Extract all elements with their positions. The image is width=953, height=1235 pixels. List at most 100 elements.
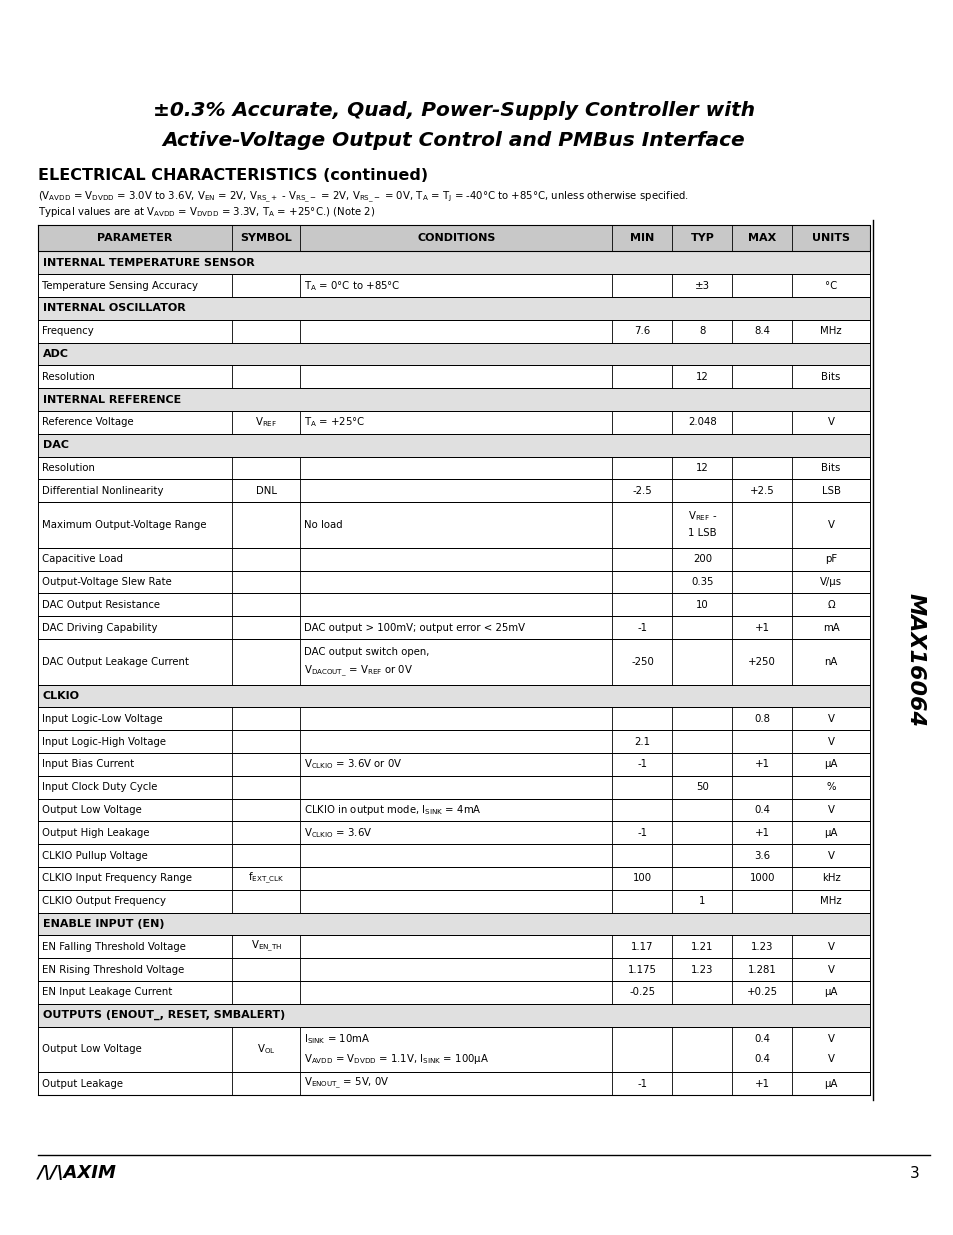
Bar (38, 342, 869, 366)
Bar (38, 638, 869, 684)
Bar (38, 1072, 869, 1095)
Bar (38, 753, 869, 776)
Text: $\mathrm{T_A}$ = 0°C to +85°C: $\mathrm{T_A}$ = 0°C to +85°C (304, 279, 400, 293)
Text: Input Bias Current: Input Bias Current (42, 760, 134, 769)
Text: V: V (827, 805, 834, 815)
Text: Resolution: Resolution (42, 463, 94, 473)
Text: -2.5: -2.5 (632, 485, 652, 495)
Bar (38, 935, 869, 958)
Text: %: % (825, 782, 835, 792)
Text: -1: -1 (637, 622, 647, 632)
Text: Ω: Ω (826, 600, 834, 610)
Text: 100: 100 (632, 873, 651, 883)
Bar (38, 388, 869, 411)
Text: 3: 3 (909, 1166, 919, 1181)
Text: +2.5: +2.5 (749, 485, 774, 495)
Text: V: V (827, 736, 834, 747)
Text: Input Logic-High Voltage: Input Logic-High Voltage (42, 736, 166, 747)
Text: Output Low Voltage: Output Low Voltage (42, 805, 142, 815)
Text: Active-Voltage Output Control and PMBus Interface: Active-Voltage Output Control and PMBus … (163, 131, 744, 149)
Text: MHz: MHz (820, 326, 841, 336)
Text: 0.35: 0.35 (690, 577, 713, 587)
Text: 1.175: 1.175 (627, 965, 657, 974)
Bar (38, 958, 869, 981)
Text: Input Clock Duty Cycle: Input Clock Duty Cycle (42, 782, 157, 792)
Text: 1: 1 (699, 897, 705, 906)
Text: MHz: MHz (820, 897, 841, 906)
Bar (38, 799, 869, 821)
Text: PARAMETER: PARAMETER (97, 233, 172, 243)
Text: /\/\AXIM: /\/\AXIM (38, 1165, 117, 1182)
Bar (38, 411, 869, 433)
Bar (38, 296, 869, 320)
Text: ±0.3% Accurate, Quad, Power-Supply Controller with: ±0.3% Accurate, Quad, Power-Supply Contr… (152, 100, 754, 120)
Text: $\mathrm{V_{DACOUT\_}}$ = $\mathrm{V_{REF}}$ or 0V: $\mathrm{V_{DACOUT\_}}$ = $\mathrm{V_{RE… (304, 664, 413, 679)
Text: 50: 50 (695, 782, 708, 792)
Text: V: V (827, 417, 834, 427)
Text: μA: μA (823, 1078, 837, 1088)
Text: ±3: ±3 (694, 280, 709, 290)
Text: MAX: MAX (747, 233, 776, 243)
Text: 8: 8 (699, 326, 705, 336)
Text: 0.4: 0.4 (754, 1055, 769, 1065)
Text: Resolution: Resolution (42, 372, 94, 382)
Text: 1.281: 1.281 (747, 965, 776, 974)
Text: Typical values are at V$_{\rm AVDD}$ = V$_{\rm DVDD}$ = 3.3V, T$_{\rm A}$ = +25°: Typical values are at V$_{\rm AVDD}$ = V… (38, 205, 375, 219)
Text: Bits: Bits (821, 372, 840, 382)
Text: CLKIO in output mode, $\mathrm{I_{SINK}}$ = 4mA: CLKIO in output mode, $\mathrm{I_{SINK}}… (304, 803, 481, 818)
Text: -1: -1 (637, 827, 647, 837)
Bar (38, 320, 869, 342)
Text: DAC Output Resistance: DAC Output Resistance (42, 600, 160, 610)
Text: nA: nA (823, 657, 837, 667)
Bar (38, 981, 869, 1004)
Bar (38, 503, 869, 548)
Text: 1.21: 1.21 (690, 942, 713, 952)
Text: CLKIO Output Frequency: CLKIO Output Frequency (42, 897, 166, 906)
Text: Differential Nonlinearity: Differential Nonlinearity (42, 485, 163, 495)
Bar (38, 479, 869, 503)
Text: ELECTRICAL CHARACTERISTICS (continued): ELECTRICAL CHARACTERISTICS (continued) (38, 168, 428, 183)
Text: V: V (827, 942, 834, 952)
Text: V: V (827, 851, 834, 861)
Text: Capacitive Load: Capacitive Load (42, 555, 123, 564)
Bar (38, 274, 869, 296)
Bar (38, 821, 869, 845)
Text: ENABLE INPUT (EN): ENABLE INPUT (EN) (43, 919, 164, 929)
Text: kHz: kHz (821, 873, 840, 883)
Bar (38, 1026, 869, 1072)
Bar (38, 366, 869, 388)
Text: $\mathrm{V_{ENOUT\_}}$ = 5V, 0V: $\mathrm{V_{ENOUT\_}}$ = 5V, 0V (304, 1076, 390, 1092)
Text: DNL: DNL (255, 485, 276, 495)
Text: $\mathrm{V_{REF}}$: $\mathrm{V_{REF}}$ (255, 415, 277, 430)
Text: 12: 12 (696, 372, 708, 382)
Text: μA: μA (823, 988, 837, 998)
Text: EN Falling Threshold Voltage: EN Falling Threshold Voltage (42, 942, 186, 952)
Text: Output Low Voltage: Output Low Voltage (42, 1045, 142, 1055)
Text: 0.8: 0.8 (754, 714, 769, 724)
Text: MIN: MIN (630, 233, 654, 243)
Bar (38, 684, 869, 708)
Text: 200: 200 (692, 555, 711, 564)
Bar (38, 548, 869, 571)
Text: 1.23: 1.23 (750, 942, 773, 952)
Text: +1: +1 (754, 760, 769, 769)
Text: V: V (827, 965, 834, 974)
Text: SYMBOL: SYMBOL (240, 233, 292, 243)
Text: $\mathrm{V_{REF}}$ -: $\mathrm{V_{REF}}$ - (687, 509, 717, 522)
Text: CLKIO: CLKIO (43, 692, 80, 701)
Text: Output High Leakage: Output High Leakage (42, 827, 150, 837)
Bar (38, 571, 869, 593)
Text: CONDITIONS: CONDITIONS (416, 233, 496, 243)
Text: +1: +1 (754, 1078, 769, 1088)
Text: No load: No load (304, 520, 343, 530)
Text: mA: mA (821, 622, 839, 632)
Text: 1.23: 1.23 (690, 965, 713, 974)
Text: DAC Driving Capability: DAC Driving Capability (42, 622, 157, 632)
Text: μA: μA (823, 827, 837, 837)
Text: -250: -250 (630, 657, 653, 667)
Text: INTERNAL TEMPERATURE SENSOR: INTERNAL TEMPERATURE SENSOR (43, 258, 254, 268)
Bar (38, 457, 869, 479)
Text: DAC output switch open,: DAC output switch open, (304, 647, 430, 657)
Text: CLKIO Input Frequency Range: CLKIO Input Frequency Range (42, 873, 192, 883)
Text: UNITS: UNITS (811, 233, 849, 243)
